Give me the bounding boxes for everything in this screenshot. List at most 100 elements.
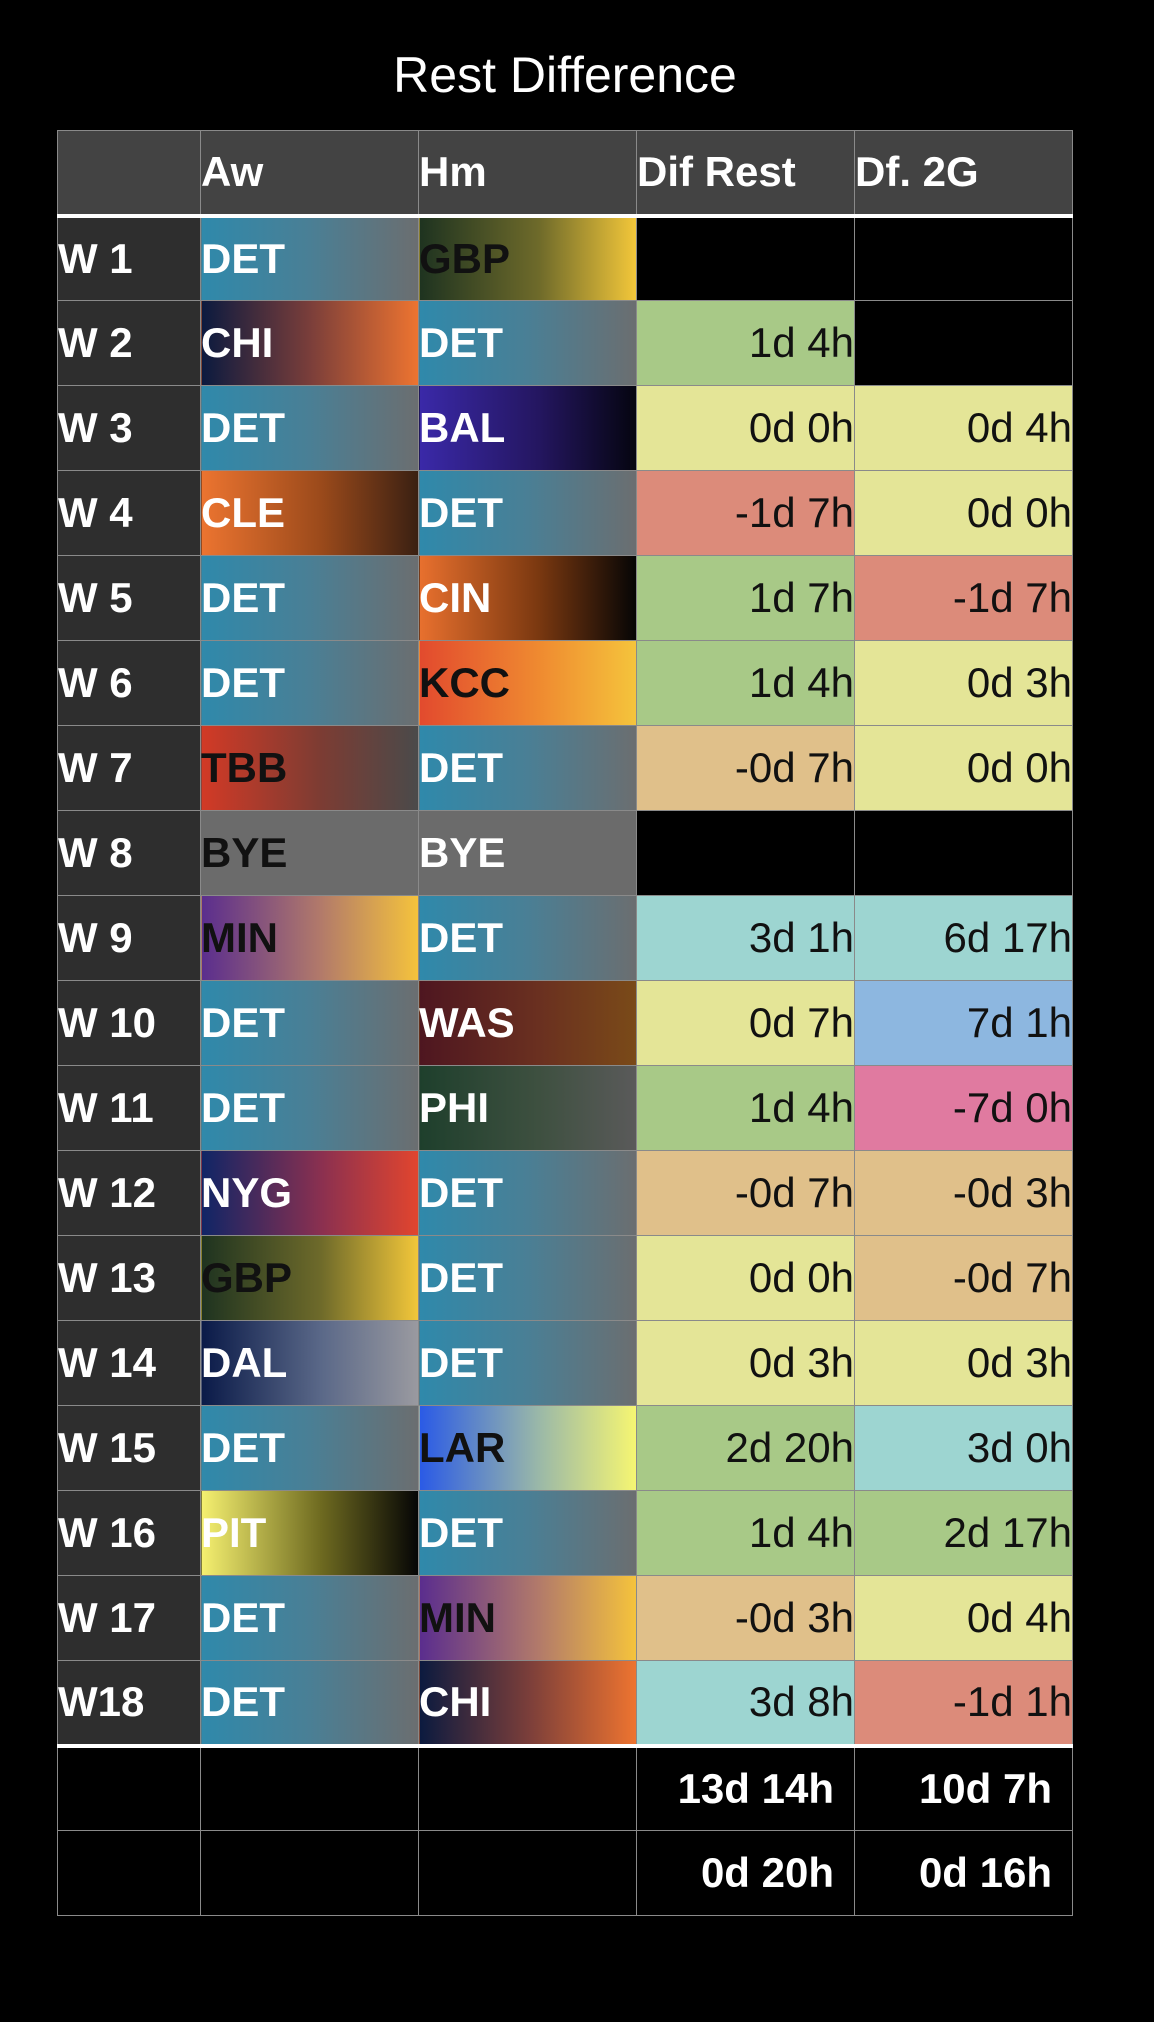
dif-2g-cell: -0d 7h <box>854 1235 1073 1321</box>
week-cell: W 16 <box>57 1490 201 1576</box>
dif-rest-cell <box>636 215 855 301</box>
away-team-cell: MIN <box>200 895 419 981</box>
dif-2g-cell: -7d 0h <box>854 1065 1073 1151</box>
dif-2g-cell: 0d 0h <box>854 470 1073 556</box>
dif-rest-cell: -0d 7h <box>636 1150 855 1236</box>
away-team-cell: GBP <box>200 1235 419 1321</box>
week-cell: W 13 <box>57 1235 201 1321</box>
away-team-cell: NYG <box>200 1150 419 1236</box>
dif-rest-cell: 1d 4h <box>636 640 855 726</box>
away-team-cell: PIT <box>200 1490 419 1576</box>
totals-empty-cell <box>418 1743 637 1831</box>
table-totals: 13d 14h 10d 7h 0d 20h 0d 16h <box>57 1743 1073 1916</box>
dif-rest-cell: 0d 7h <box>636 980 855 1066</box>
table-row: W 5 DET CIN 1d 7h -1d 7h <box>57 555 1073 641</box>
week-cell: W 4 <box>57 470 201 556</box>
home-team-cell: BYE <box>418 810 637 896</box>
table-row: W 12 NYG DET -0d 7h -0d 3h <box>57 1150 1073 1236</box>
dif-2g-cell: 0d 4h <box>854 1575 1073 1661</box>
dif-rest-cell: 2d 20h <box>636 1405 855 1491</box>
dif-rest-cell: 1d 4h <box>636 1065 855 1151</box>
total-dif-2g: 10d 7h <box>854 1743 1073 1831</box>
week-cell: W 5 <box>57 555 201 641</box>
dif-2g-cell: 7d 1h <box>854 980 1073 1066</box>
week-cell: W 11 <box>57 1065 201 1151</box>
week-cell: W 8 <box>57 810 201 896</box>
home-team-cell: BAL <box>418 385 637 471</box>
dif-2g-cell <box>854 810 1073 896</box>
week-cell: W 14 <box>57 1320 201 1406</box>
home-team-cell: DET <box>418 895 637 981</box>
home-team-cell: CIN <box>418 555 637 641</box>
week-cell: W 9 <box>57 895 201 981</box>
total-dif-2g: 0d 16h <box>854 1830 1073 1916</box>
rest-difference-table: Aw Hm Dif Rest Df. 2G W 1 DET GBP W 2 CHI DET… <box>57 130 1073 1916</box>
header-dif-2g: Df. 2G <box>854 130 1073 216</box>
week-cell: W 6 <box>57 640 201 726</box>
header-home: Hm <box>418 130 637 216</box>
away-team-cell: DET <box>200 1405 419 1491</box>
table-row: W 7 TBB DET -0d 7h 0d 0h <box>57 725 1073 811</box>
totals-empty-cell <box>418 1830 637 1916</box>
table-row: W 13 GBP DET 0d 0h -0d 7h <box>57 1235 1073 1321</box>
table-row: W18 DET CHI 3d 8h -1d 1h <box>57 1660 1073 1746</box>
home-team-cell: CHI <box>418 1660 637 1746</box>
totals-empty-cell <box>57 1743 201 1831</box>
table-row: W 10 DET WAS 0d 7h 7d 1h <box>57 980 1073 1066</box>
dif-2g-cell: -0d 3h <box>854 1150 1073 1236</box>
dif-rest-cell: 0d 3h <box>636 1320 855 1406</box>
totals-row: 0d 20h 0d 16h <box>57 1830 1073 1916</box>
totals-row: 13d 14h 10d 7h <box>57 1743 1073 1831</box>
dif-rest-cell: -0d 7h <box>636 725 855 811</box>
dif-rest-cell: -0d 3h <box>636 1575 855 1661</box>
table-row: W 8 BYE BYE <box>57 810 1073 896</box>
totals-empty-cell <box>200 1743 419 1831</box>
dif-2g-cell: 6d 17h <box>854 895 1073 981</box>
home-team-cell: DET <box>418 1490 637 1576</box>
table-header: Aw Hm Dif Rest Df. 2G <box>57 130 1073 216</box>
home-team-cell: GBP <box>418 215 637 301</box>
dif-rest-cell: 0d 0h <box>636 385 855 471</box>
dif-rest-cell: 1d 4h <box>636 300 855 386</box>
header-dif-rest: Dif Rest <box>636 130 855 216</box>
dif-2g-cell <box>854 215 1073 301</box>
table-row: W 4 CLE DET -1d 7h 0d 0h <box>57 470 1073 556</box>
home-team-cell: LAR <box>418 1405 637 1491</box>
away-team-cell: BYE <box>200 810 419 896</box>
totals-empty-cell <box>57 1830 201 1916</box>
table-row: W 9 MIN DET 3d 1h 6d 17h <box>57 895 1073 981</box>
dif-2g-cell: -1d 1h <box>854 1660 1073 1746</box>
dif-2g-cell: 0d 3h <box>854 1320 1073 1406</box>
table-body: W 1 DET GBP W 2 CHI DET 1d 4h W 3 DET BAL 0d 0h 0d … <box>57 215 1073 1746</box>
dif-rest-cell <box>636 810 855 896</box>
table-row: W 14 DAL DET 0d 3h 0d 3h <box>57 1320 1073 1406</box>
week-cell: W 15 <box>57 1405 201 1491</box>
away-team-cell: DET <box>200 1575 419 1661</box>
week-cell: W18 <box>57 1660 201 1746</box>
home-team-cell: KCC <box>418 640 637 726</box>
home-team-cell: DET <box>418 725 637 811</box>
home-team-cell: DET <box>418 1235 637 1321</box>
table-row: W 1 DET GBP <box>57 215 1073 301</box>
table-row: W 15 DET LAR 2d 20h 3d 0h <box>57 1405 1073 1491</box>
home-team-cell: PHI <box>418 1065 637 1151</box>
dif-2g-cell <box>854 300 1073 386</box>
total-dif-rest: 0d 20h <box>636 1830 855 1916</box>
away-team-cell: DAL <box>200 1320 419 1406</box>
week-cell: W 7 <box>57 725 201 811</box>
dif-rest-cell: 0d 0h <box>636 1235 855 1321</box>
table-row: W 2 CHI DET 1d 4h <box>57 300 1073 386</box>
away-team-cell: DET <box>200 555 419 641</box>
dif-2g-cell: -1d 7h <box>854 555 1073 641</box>
dif-rest-cell: 1d 4h <box>636 1490 855 1576</box>
dif-2g-cell: 0d 4h <box>854 385 1073 471</box>
away-team-cell: DET <box>200 640 419 726</box>
dif-2g-cell: 0d 0h <box>854 725 1073 811</box>
dif-2g-cell: 2d 17h <box>854 1490 1073 1576</box>
home-team-cell: WAS <box>418 980 637 1066</box>
header-away: Aw <box>200 130 419 216</box>
home-team-cell: DET <box>418 300 637 386</box>
away-team-cell: DET <box>200 980 419 1066</box>
table-row: W 11 DET PHI 1d 4h -7d 0h <box>57 1065 1073 1151</box>
away-team-cell: DET <box>200 1660 419 1746</box>
